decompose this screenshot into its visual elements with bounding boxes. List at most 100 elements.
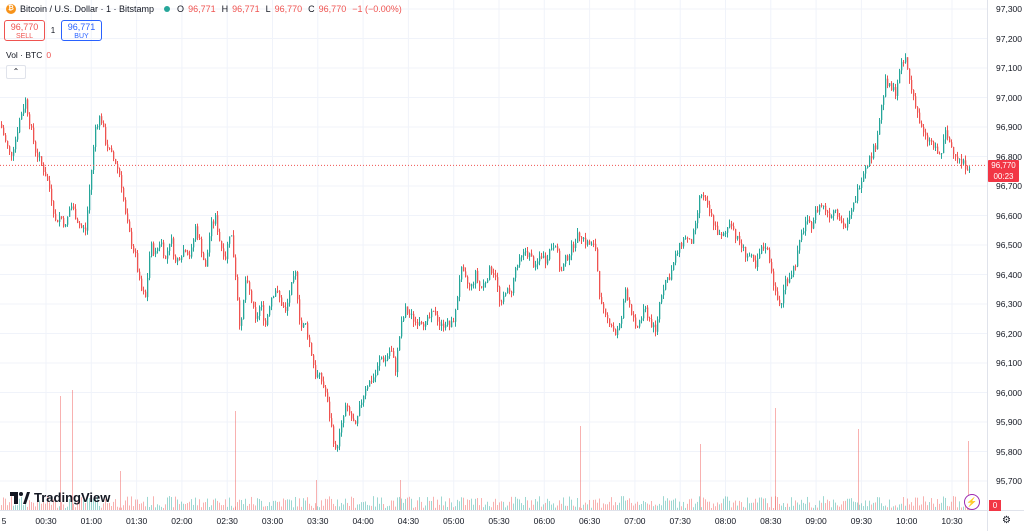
volume-bar	[63, 504, 64, 510]
volume-bar	[907, 498, 908, 510]
candle-body	[201, 238, 203, 254]
candle-body	[631, 304, 633, 315]
volume-bar	[323, 505, 324, 510]
candle-body	[905, 57, 907, 63]
volume-bar	[705, 499, 706, 510]
candle-body	[233, 235, 235, 258]
candle-body	[893, 87, 895, 91]
volume-bar	[667, 498, 668, 510]
volume-bar	[617, 505, 618, 510]
candle-body	[203, 253, 205, 261]
candle-body	[601, 297, 603, 304]
price-tick-label: 97,000	[996, 92, 1022, 103]
candle-body	[837, 209, 839, 217]
collapse-chevron-up-icon[interactable]: ⌃	[6, 65, 26, 79]
candle-body	[409, 313, 411, 315]
buy-button[interactable]: 96,771 BUY	[61, 20, 102, 41]
volume-bar	[403, 502, 404, 510]
volume-bar	[97, 496, 98, 510]
candle-body	[437, 315, 439, 322]
volume-bar	[607, 504, 608, 510]
candle-body	[785, 279, 787, 290]
candle-body	[873, 145, 875, 159]
candle-body	[351, 413, 353, 419]
volume-bar	[717, 502, 718, 510]
gear-icon[interactable]: ⚙	[1002, 515, 1011, 526]
candle-body	[559, 250, 561, 271]
volume-bar	[89, 498, 90, 510]
volume-bar	[431, 501, 432, 510]
volume-bar	[497, 505, 498, 510]
candle-body	[641, 318, 643, 321]
candle-body	[359, 405, 361, 416]
candle-body	[143, 290, 145, 292]
time-axis[interactable]: 5 00:30 01:00 01:30 02:00 02:30 03:00 03:30 04:0…	[0, 510, 987, 531]
candle-body	[207, 252, 209, 267]
volume-bar	[749, 503, 750, 510]
candle-body	[637, 326, 639, 328]
candle-body	[505, 293, 507, 296]
volume-bar	[219, 502, 220, 510]
candle-body	[417, 322, 419, 325]
volume-bar	[49, 502, 50, 510]
candle-body	[691, 239, 693, 244]
chart-area[interactable]	[0, 0, 987, 510]
volume-bar	[723, 498, 724, 510]
volume-bar	[877, 497, 878, 510]
candle-body	[263, 305, 265, 321]
volume-bar	[225, 499, 226, 510]
candle-body	[225, 256, 227, 260]
volume-bar	[61, 502, 62, 510]
candle-body	[799, 240, 801, 251]
volume-bar	[529, 507, 530, 510]
volume-bar	[949, 506, 950, 510]
candle-body	[415, 321, 417, 323]
volume-bar	[785, 507, 786, 510]
candle-body	[885, 78, 887, 97]
tradingview-logo[interactable]: TradingView	[10, 490, 110, 505]
volume-bar	[839, 506, 840, 510]
volume-bar	[931, 498, 932, 510]
volume-legend[interactable]: Vol · BTC 0	[6, 50, 51, 60]
candle-body	[467, 276, 469, 284]
candle-body	[723, 233, 725, 236]
candle-body	[311, 343, 313, 356]
candle-body	[867, 165, 869, 168]
candle-body	[859, 188, 861, 190]
candle-body	[483, 283, 485, 288]
candle-body	[771, 262, 773, 272]
volume-bar	[55, 498, 56, 510]
symbol-title[interactable]: Bitcoin / U.S. Dollar · 1 · Bitstamp	[20, 4, 155, 14]
price-tick-label: 96,000	[996, 387, 1022, 398]
price-chart[interactable]	[0, 0, 987, 510]
candle-body	[127, 213, 129, 222]
candle-body	[79, 222, 81, 226]
candle-body	[833, 210, 835, 217]
candle-body	[575, 242, 577, 249]
volume-bar	[137, 499, 138, 510]
candle-body	[587, 241, 589, 245]
candle-body	[945, 130, 947, 140]
price-tick-label: 97,200	[996, 33, 1022, 44]
price-axis[interactable]: 97,300 97,200 97,100 97,000 96,900 96,800 96,7…	[987, 0, 1024, 510]
lightning-icon[interactable]: ⚡	[964, 494, 980, 510]
volume-bar	[833, 499, 834, 510]
volume-bar	[737, 505, 738, 510]
volume-bar	[569, 496, 570, 510]
volume-bar	[739, 500, 740, 510]
candle-body	[439, 321, 441, 326]
volume-bar	[943, 496, 944, 510]
volume-bar	[921, 504, 922, 510]
candle-body	[901, 61, 903, 71]
candle-body	[921, 123, 923, 127]
volume-bar	[909, 504, 910, 510]
volume-bar	[727, 496, 728, 510]
volume-bar	[411, 498, 412, 510]
candle-body	[529, 253, 531, 257]
candle-body	[969, 168, 971, 170]
volume-bar	[847, 498, 848, 510]
volume-bar	[275, 500, 276, 510]
volume-bar	[665, 500, 666, 510]
sell-button[interactable]: 96,770 SELL	[4, 20, 45, 41]
candle-body	[443, 323, 445, 328]
